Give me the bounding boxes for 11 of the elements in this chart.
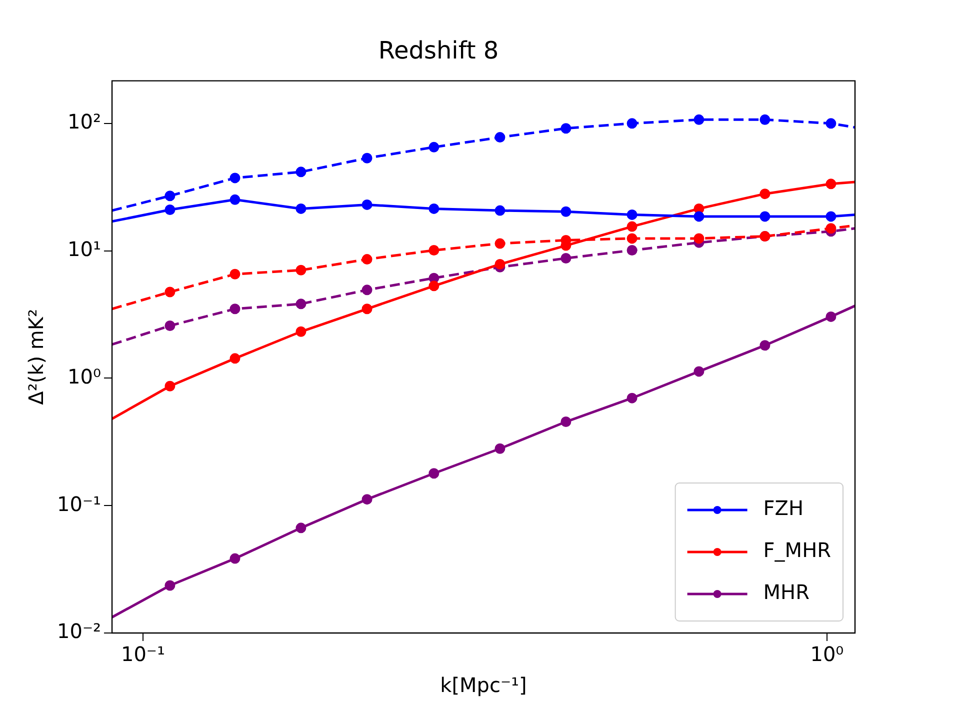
y-tick-label: 10²	[68, 110, 102, 134]
y-tick-label: 10⁻¹	[56, 492, 102, 516]
y-axis-title: Δ²(k) mK²	[24, 308, 48, 405]
chart-title: Redshift 8	[378, 36, 499, 65]
legend-label: FZH	[763, 496, 804, 520]
y-tick-label: 10⁻²	[56, 619, 102, 644]
y-tick-label: 10¹	[68, 237, 102, 262]
y-tick-label: 10⁰	[68, 364, 102, 388]
x-axis-title: k[Mpc⁻¹]	[440, 673, 527, 698]
legend-label: MHR	[763, 580, 810, 604]
legend-label: F_MHR	[763, 538, 832, 562]
